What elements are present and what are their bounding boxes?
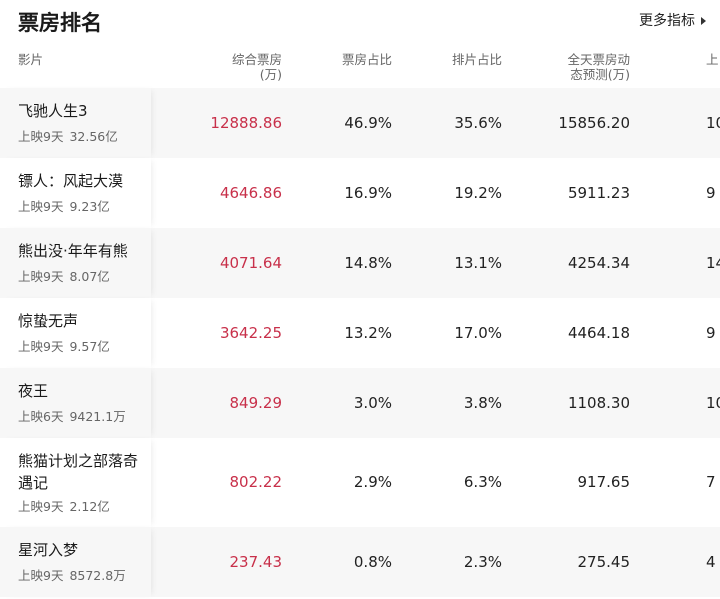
forecast-value: 4254.34 [567, 254, 630, 272]
screen-share-value: 13.1% [454, 254, 502, 272]
column-header-box-office-line1: 综合票房 [231, 52, 282, 67]
box-office-value: 4071.64 [219, 254, 282, 272]
column-header-forecast[interactable]: 全天票房动 态预测(万) [567, 52, 630, 82]
screen-share-value: 6.3% [463, 473, 502, 491]
forecast-value: 1108.30 [567, 394, 630, 412]
column-header-box-office-line2: (万) [259, 67, 282, 82]
screen-share-value: 3.8% [463, 394, 502, 412]
film-cell: 镖人：风起大漠 上映9天 9.23亿 [0, 158, 151, 228]
film-cell: 夜王 上映6天 9421.1万 [0, 368, 151, 438]
forecast-value: 15856.20 [558, 114, 630, 132]
column-header-box-share[interactable]: 票房占比 [341, 52, 392, 67]
film-release-info: 上映9天 9.23亿 [18, 199, 151, 215]
film-total: 9.57亿 [69, 339, 110, 354]
table-row[interactable]: 飞驰人生3 上映9天 32.56亿 12888.86 46.9% 35.6% 15… [0, 88, 720, 158]
box-office-value: 237.43 [229, 553, 283, 571]
film-name: 熊猫计划之部落奇遇记 [18, 452, 139, 492]
film-name: 惊蛰无声 [18, 312, 79, 330]
film-days: 上映9天 [18, 499, 64, 514]
film-total: 8.07亿 [69, 269, 110, 284]
page-header: 票房排名 更多指标 [0, 0, 720, 46]
film-release-info: 上映9天 2.12亿 [18, 499, 151, 515]
table-row[interactable]: 惊蛰无声 上映9天 9.57亿 3642.25 13.2% 17.0% 4464.… [0, 298, 720, 368]
film-name: 夜王 [18, 382, 49, 400]
film-total: 32.56亿 [69, 129, 118, 144]
table-header-row: 影片 综合票房 (万) 票房占比 排片占比 全天票房动 态预测(万) 上 [0, 46, 720, 88]
film-total: 2.12亿 [69, 499, 110, 514]
table-row[interactable]: 镖人：风起大漠 上映9天 9.23亿 4646.86 16.9% 19.2% 59… [0, 158, 720, 228]
film-name: 飞驰人生3 [18, 102, 88, 120]
screen-share-value: 2.3% [463, 553, 502, 571]
more-metrics-label: 更多指标 [639, 13, 695, 29]
film-cell: 飞驰人生3 上映9天 32.56亿 [0, 88, 151, 158]
screen-share-value: 35.6% [454, 114, 502, 132]
forecast-value: 4464.18 [567, 324, 630, 342]
box-share-value: 2.9% [353, 473, 392, 491]
table-row[interactable]: 熊猫计划之部落奇遇记 上映9天 2.12亿 802.22 2.9% 6.3% 91… [0, 438, 720, 527]
box-share-value: 46.9% [344, 114, 392, 132]
film-cell: 熊猫计划之部落奇遇记 上映9天 2.12亿 [0, 438, 151, 527]
column-header-film: 影片 [18, 52, 44, 67]
box-office-value: 3642.25 [219, 324, 282, 342]
film-release-info: 上映9天 8572.8万 [18, 568, 151, 584]
box-share-value: 0.8% [353, 553, 392, 571]
film-column-header: 影片 [0, 46, 151, 88]
extra-value: 14 [706, 254, 720, 272]
extra-value: 7 [706, 473, 716, 491]
box-share-value: 13.2% [344, 324, 392, 342]
film-days: 上映9天 [18, 568, 64, 583]
screen-share-value: 19.2% [454, 184, 502, 202]
forecast-value: 5911.23 [567, 184, 630, 202]
film-release-info: 上映9天 32.56亿 [18, 129, 151, 145]
box-office-table: 影片 综合票房 (万) 票房占比 排片占比 全天票房动 态预测(万) 上 飞驰人… [0, 46, 720, 597]
film-total: 8572.8万 [69, 568, 126, 583]
screen-share-value: 17.0% [454, 324, 502, 342]
film-name: 熊出没·年年有熊 [18, 242, 128, 260]
film-name: 星河入梦 [18, 541, 79, 559]
column-header-forecast-line2: 态预测(万) [570, 67, 630, 82]
film-cell: 惊蛰无声 上映9天 9.57亿 [0, 298, 151, 368]
more-metrics-button[interactable]: 更多指标 [639, 11, 706, 31]
film-days: 上映9天 [18, 129, 64, 144]
film-days: 上映9天 [18, 269, 64, 284]
extra-value: 10 [706, 114, 720, 132]
page-title: 票房排名 [18, 11, 102, 35]
box-office-value: 12888.86 [210, 114, 282, 132]
film-total: 9.23亿 [69, 199, 110, 214]
box-share-value: 16.9% [344, 184, 392, 202]
table-row[interactable]: 星河入梦 上映9天 8572.8万 237.43 0.8% 2.3% 275.45… [0, 527, 720, 597]
box-share-value: 14.8% [344, 254, 392, 272]
caret-right-icon [701, 17, 706, 25]
box-share-value: 3.0% [353, 394, 392, 412]
film-release-info: 上映6天 9421.1万 [18, 409, 151, 425]
table-row[interactable]: 熊出没·年年有熊 上映9天 8.07亿 4071.64 14.8% 13.1% 4… [0, 228, 720, 298]
film-total: 9421.1万 [69, 409, 126, 424]
film-release-info: 上映9天 9.57亿 [18, 339, 151, 355]
column-header-extra[interactable]: 上 [706, 52, 719, 67]
extra-value: 9 [706, 184, 716, 202]
film-days: 上映9天 [18, 199, 64, 214]
column-header-forecast-line1: 全天票房动 [567, 52, 630, 67]
forecast-value: 275.45 [577, 553, 631, 571]
forecast-value: 917.65 [577, 473, 631, 491]
extra-value: 10 [706, 394, 720, 412]
film-cell: 星河入梦 上映9天 8572.8万 [0, 527, 151, 597]
box-office-value: 849.29 [229, 394, 283, 412]
film-cell: 熊出没·年年有熊 上映9天 8.07亿 [0, 228, 151, 298]
film-release-info: 上映9天 8.07亿 [18, 269, 151, 285]
film-days: 上映6天 [18, 409, 64, 424]
column-header-screen-share[interactable]: 排片占比 [451, 52, 502, 67]
film-name: 镖人：风起大漠 [18, 172, 124, 190]
extra-value: 4 [706, 553, 716, 571]
column-header-box-office[interactable]: 综合票房 (万) [232, 52, 282, 82]
extra-value: 9 [706, 324, 716, 342]
box-office-value: 802.22 [229, 473, 283, 491]
film-days: 上映9天 [18, 339, 64, 354]
box-office-value: 4646.86 [219, 184, 282, 202]
table-row[interactable]: 夜王 上映6天 9421.1万 849.29 3.0% 3.8% 1108.30 … [0, 368, 720, 438]
